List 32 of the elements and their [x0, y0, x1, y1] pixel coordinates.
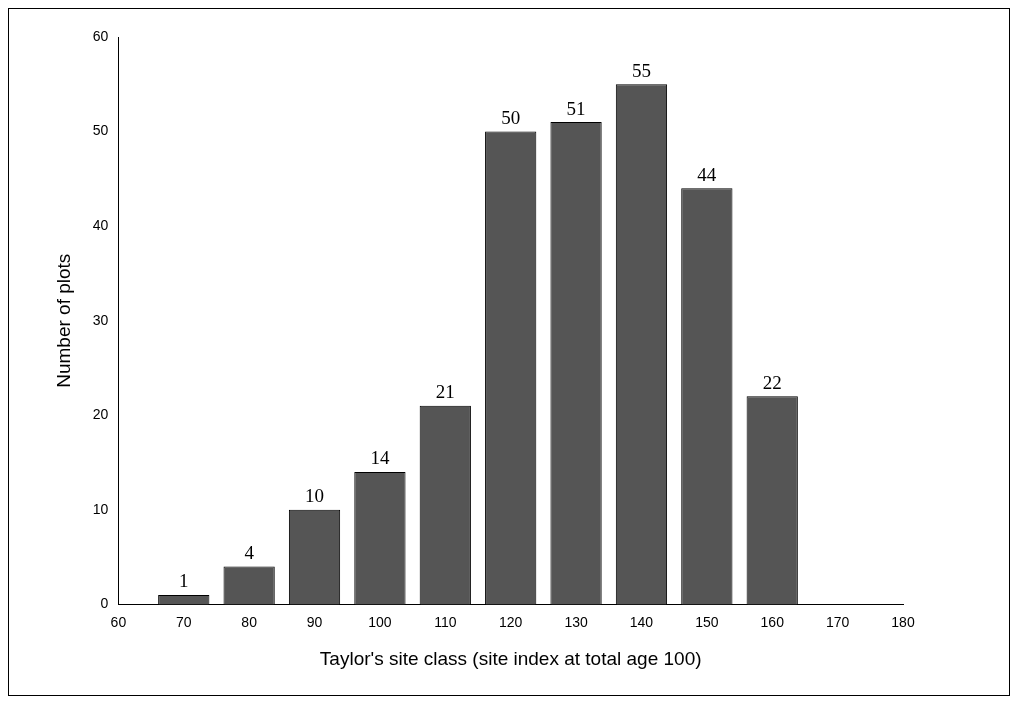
data-label: 50 — [501, 107, 521, 129]
y-tick-label: 60 — [92, 27, 109, 44]
y-tick-label: 10 — [92, 500, 109, 517]
data-label: 55 — [631, 59, 651, 81]
x-tick-label: 80 — [241, 613, 258, 630]
y-axis-title: Number of plots — [52, 253, 74, 388]
data-label: 14 — [370, 447, 390, 469]
y-tick-label: 30 — [92, 311, 109, 328]
x-tick-label: 170 — [825, 613, 850, 630]
x-tick-label: 70 — [175, 613, 192, 630]
data-label: 21 — [435, 381, 455, 403]
x-tick-label: 150 — [695, 613, 719, 630]
data-label: 22 — [762, 371, 782, 393]
x-tick-label: 140 — [629, 613, 654, 630]
y-tick-label: 50 — [92, 122, 109, 139]
x-tick-label: 110 — [434, 613, 457, 630]
data-label: 51 — [566, 97, 586, 119]
data-label: 44 — [697, 163, 717, 185]
x-tick-label: 100 — [368, 613, 392, 630]
x-tick-label: 120 — [499, 613, 523, 630]
x-axis-title: Taylor's site class (site index at total age 100) — [319, 647, 702, 669]
data-label: 4 — [244, 542, 255, 564]
y-tick-label: 0 — [100, 595, 109, 612]
x-tick-label: 90 — [306, 613, 323, 630]
x-tick-label: 180 — [891, 613, 915, 630]
data-label: 10 — [305, 485, 325, 507]
x-tick-label: 160 — [760, 613, 785, 630]
y-tick-label: 40 — [92, 216, 109, 233]
data-label: 1 — [179, 570, 189, 592]
x-tick-label: 60 — [110, 613, 127, 630]
x-tick-label: 130 — [564, 613, 588, 630]
y-tick-label: 20 — [92, 406, 109, 423]
